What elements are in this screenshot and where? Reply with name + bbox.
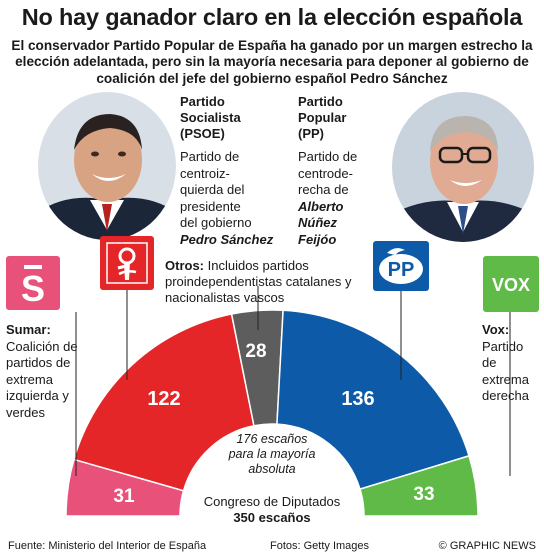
psoe-leader: Pedro Sánchez — [180, 231, 274, 247]
vox-logo: VOX — [483, 256, 539, 312]
psoe-logo — [100, 236, 154, 290]
pp-heading: Partido Popular (PP) — [298, 94, 347, 141]
sumar-description: Sumar: Coalición de partidos de extrema … — [6, 322, 78, 420]
psoe-description: Partido de centroiz- quierda del preside… — [180, 149, 274, 247]
pp-description: Partido de centrode- recha de Alberto Nú… — [298, 149, 358, 247]
others-seats: 28 — [245, 341, 266, 362]
sumar-segment — [65, 458, 185, 517]
sumar-logo-letter: S — [21, 268, 45, 309]
sumar-logo: S — [6, 256, 60, 310]
photo-credit: Fotos: Getty Images — [270, 540, 370, 552]
vox-description: Vox: Partido de extrema derecha — [482, 322, 529, 403]
sumar-seats: 31 — [113, 486, 135, 507]
others-description: Otros: Incluidos partidos proindependent… — [165, 258, 365, 306]
source-credit: Fuente: Ministerio del Interior de Españ… — [8, 540, 207, 552]
psoe-heading: Partido Socialista (PSOE) — [180, 94, 241, 141]
pp-leader-line-3: Feijóo — [298, 231, 337, 247]
portrait-alberto-nunez-feijoo — [392, 92, 534, 242]
vox-seats: 33 — [413, 484, 434, 505]
portrait-pedro-sanchez — [38, 92, 176, 240]
pp-logo: PP — [373, 241, 429, 291]
graphic-news-credit: © GRAPHIC NEWS — [438, 540, 536, 552]
footer: Fuente: Ministerio del Interior de Españ… — [0, 535, 544, 559]
congress-name: Congreso de Diputados — [203, 494, 341, 509]
pp-seats: 136 — [341, 388, 374, 410]
vox-logo-text: VOX — [492, 275, 530, 295]
sumar-label: Sumar: — [6, 322, 51, 337]
pp-leader-line-1: Alberto — [298, 198, 344, 214]
title: No hay ganador claro en la elección espa… — [21, 4, 523, 30]
congress-label: Congreso de Diputados 350 escaños — [172, 494, 372, 525]
majority-note: 176 escaños para la mayoría absoluta — [228, 432, 316, 476]
pp-leader-line-2: Núñez — [298, 215, 337, 230]
pp-logo-text: PP — [388, 259, 415, 281]
vox-segment — [359, 454, 479, 517]
vox-label: Vox: — [482, 322, 510, 337]
others-desc: Incluidos partidos proindependentistas c… — [165, 258, 352, 305]
total-seats: 350 escaños — [233, 509, 311, 525]
others-segment — [230, 309, 284, 427]
others-label: Otros: — [165, 258, 204, 273]
subtitle: El conservador Partido Popular de España… — [11, 38, 533, 86]
psoe-seats: 122 — [147, 388, 180, 410]
